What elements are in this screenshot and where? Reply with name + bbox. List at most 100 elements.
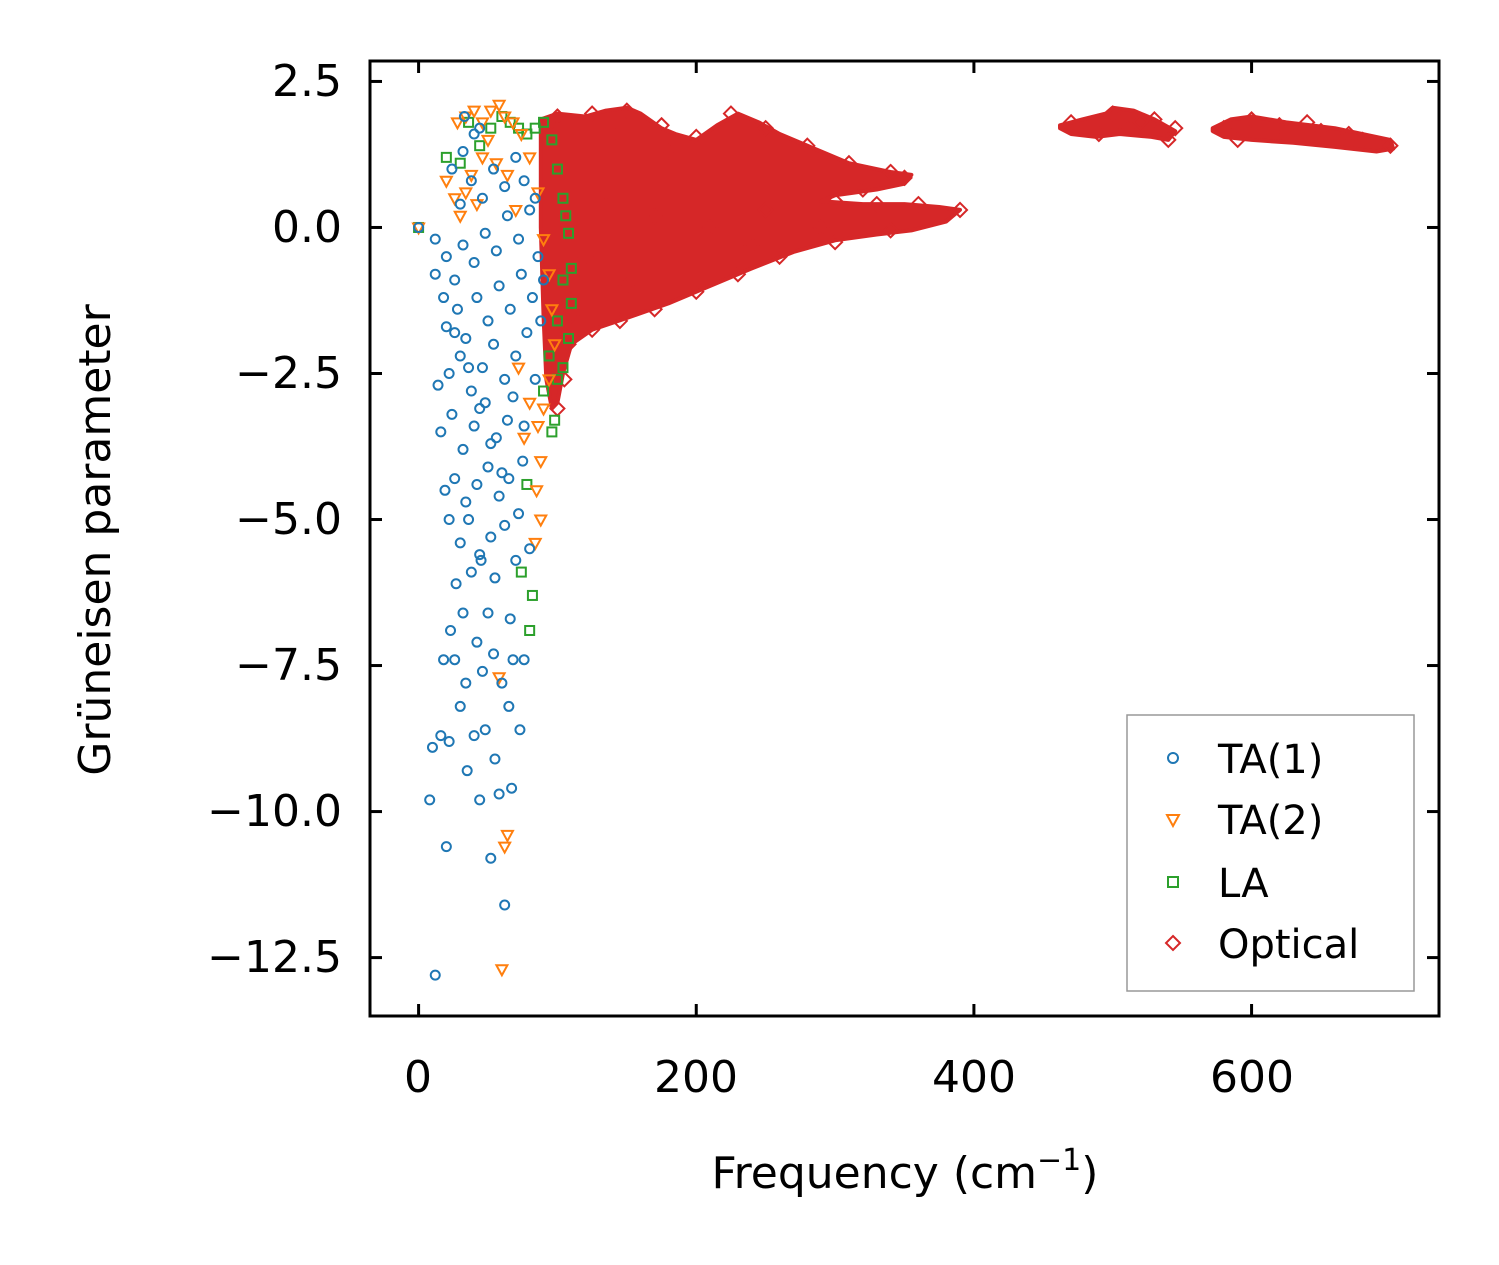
point-la <box>538 385 550 397</box>
point-optical <box>743 236 761 254</box>
point-optical <box>1090 125 1108 143</box>
x-axis-title-main: Frequency (cm <box>712 1148 1038 1199</box>
point-ta1 <box>449 274 461 286</box>
point-ta1 <box>529 192 541 204</box>
point-ta1 <box>457 607 469 619</box>
point-ta1 <box>513 233 525 245</box>
point-optical <box>826 233 844 251</box>
point-ta1 <box>493 490 505 502</box>
point-optical <box>562 306 580 324</box>
point-ta1 <box>443 735 455 747</box>
point-ta1 <box>435 426 447 438</box>
optical-density-area <box>538 105 1396 411</box>
point-ta1 <box>474 122 486 134</box>
point-ta1 <box>489 572 501 584</box>
x-tick-label: 400 <box>932 1052 1016 1103</box>
y-tick-label: 0.0 <box>272 202 342 253</box>
point-ta1 <box>476 362 488 374</box>
point-ta1 <box>461 765 473 777</box>
point-optical <box>722 105 740 122</box>
point-ta1 <box>435 730 447 742</box>
point-optical <box>583 105 601 122</box>
point-ta2 <box>464 169 479 183</box>
point-optical <box>1243 110 1260 128</box>
point-ta1 <box>496 467 508 479</box>
point-ta1 <box>457 239 469 251</box>
point-ta1 <box>529 373 541 385</box>
point-ta1 <box>485 531 497 543</box>
point-ta1 <box>454 350 466 362</box>
scatter-markers <box>411 99 1399 981</box>
point-ta1 <box>518 420 530 432</box>
point-ta1 <box>454 198 466 210</box>
point-ta2 <box>541 374 557 388</box>
point-ta2 <box>466 105 482 119</box>
x-tick-label: 0 <box>404 1052 432 1103</box>
point-ta1 <box>443 514 455 526</box>
point-ta1 <box>476 665 488 677</box>
point-ta2 <box>541 269 557 283</box>
point-ta1 <box>457 146 469 158</box>
point-ta1 <box>514 724 526 736</box>
point-la <box>521 478 533 490</box>
point-ta1 <box>465 566 477 578</box>
point-ta1 <box>490 432 502 444</box>
point-la <box>565 297 577 309</box>
point-ta1 <box>465 385 477 397</box>
point-la <box>524 624 536 636</box>
point-ta2 <box>533 514 548 528</box>
point-ta1 <box>510 554 522 566</box>
point-optical <box>1381 137 1399 155</box>
point-ta1 <box>518 654 530 666</box>
point-la <box>474 140 486 152</box>
y-tick-label: −2.5 <box>235 348 342 399</box>
point-optical <box>896 169 913 187</box>
point-ta1 <box>488 338 500 350</box>
point-ta1 <box>426 741 438 753</box>
point-ta1 <box>454 700 466 712</box>
point-ta1 <box>524 204 536 216</box>
point-ta1 <box>488 163 500 175</box>
point-optical <box>909 195 927 213</box>
x-tick-label: 600 <box>1210 1052 1294 1103</box>
point-optical <box>1166 119 1184 137</box>
point-la <box>526 589 538 601</box>
point-optical <box>542 113 559 131</box>
point-ta2 <box>516 432 532 446</box>
point-ta1 <box>465 175 477 187</box>
point-ta1 <box>475 554 487 566</box>
x-axis-title: Frequency (cm−1) <box>712 1143 1099 1199</box>
point-ta2 <box>536 403 551 417</box>
point-ta1 <box>468 420 480 432</box>
point-ta1 <box>468 128 480 140</box>
point-optical <box>604 125 622 143</box>
point-optical <box>1159 131 1177 149</box>
point-ta1 <box>504 303 516 315</box>
point-optical <box>1104 105 1122 122</box>
point-ta2 <box>522 397 537 411</box>
point-optical <box>1340 125 1358 143</box>
point-ta1 <box>490 245 502 257</box>
point-la <box>557 362 569 374</box>
point-ta2 <box>508 204 523 219</box>
legend-diamond-marker <box>1164 934 1182 952</box>
point-ta1 <box>471 636 483 648</box>
point-ta2 <box>494 964 510 978</box>
point-ta1 <box>474 403 486 415</box>
legend-label-la: LA <box>1218 861 1269 907</box>
point-ta1 <box>451 303 463 315</box>
point-ta1 <box>449 654 461 666</box>
point-ta1 <box>446 163 458 175</box>
axis-ticks <box>370 61 1439 1016</box>
point-ta1 <box>460 332 472 344</box>
point-ta1 <box>482 607 494 619</box>
point-ta1 <box>535 315 547 327</box>
point-ta1 <box>460 677 472 689</box>
plot-frame <box>368 59 1441 1018</box>
point-la <box>546 134 558 146</box>
point-ta1 <box>501 210 513 222</box>
point-ta1 <box>496 677 508 689</box>
optical-region-1 <box>538 105 962 411</box>
point-ta1 <box>429 969 441 981</box>
point-optical <box>618 102 636 120</box>
